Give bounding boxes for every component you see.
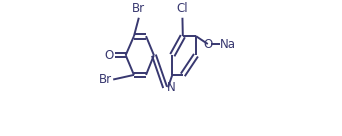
Text: Cl: Cl <box>176 2 188 15</box>
Text: Br: Br <box>99 73 112 86</box>
Text: O: O <box>104 49 114 62</box>
Text: N: N <box>167 81 175 94</box>
Text: O: O <box>203 38 212 51</box>
Text: Br: Br <box>132 2 145 15</box>
Text: Na: Na <box>220 38 236 51</box>
